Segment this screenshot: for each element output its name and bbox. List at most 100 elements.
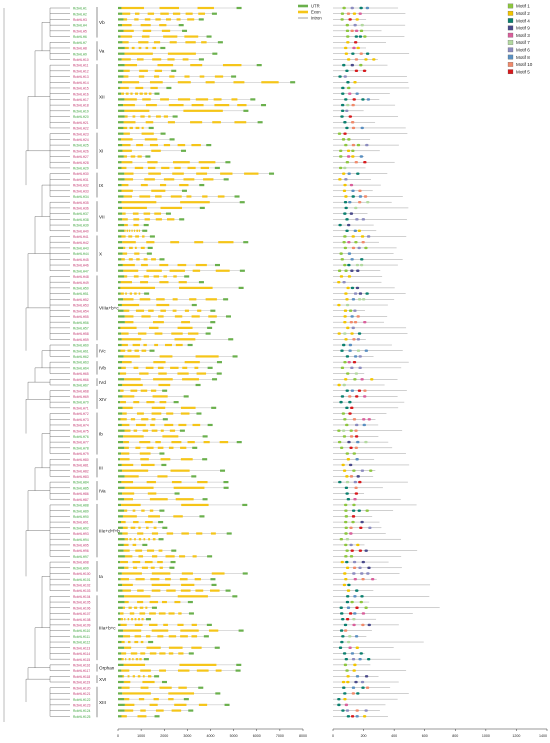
exon-block	[124, 315, 134, 318]
motif-mark	[339, 275, 344, 278]
exon-block	[137, 332, 147, 335]
utr-block	[118, 218, 123, 221]
exon-block	[123, 298, 134, 301]
exon-block	[151, 532, 159, 535]
motif-mark	[337, 697, 341, 701]
motif-mark	[354, 69, 359, 73]
exon-block	[123, 29, 134, 32]
utr-block	[118, 480, 122, 484]
exon-block	[122, 361, 132, 364]
axis-tick-label: 400	[391, 734, 397, 738]
axis-tick-label: 7000	[276, 734, 284, 738]
motif-mark	[356, 46, 360, 50]
clade-label: IVd	[99, 380, 106, 385]
utr-block	[118, 640, 122, 644]
utr-block	[118, 680, 124, 684]
motif-mark	[356, 143, 361, 147]
exon-block	[135, 446, 141, 449]
motif-mark	[337, 383, 341, 387]
exon-block	[160, 98, 169, 101]
exon-block	[125, 658, 127, 661]
utr-block	[172, 115, 178, 118]
exon-block	[172, 161, 190, 164]
exon-block	[148, 92, 152, 95]
exon-block	[123, 663, 146, 666]
exon-block	[131, 229, 133, 232]
motif-mark	[338, 646, 343, 649]
motif-mark	[340, 560, 344, 564]
motif-mark	[365, 292, 369, 295]
exon-block	[187, 18, 195, 21]
utr-block	[154, 675, 160, 678]
exon-block	[139, 658, 142, 661]
exon-block	[142, 429, 149, 432]
exon-block	[139, 298, 151, 301]
exon-block	[145, 104, 157, 107]
legend-label: Intron	[311, 16, 322, 21]
exon-block	[137, 155, 142, 158]
clade-label: IIIe+d+f+b	[99, 528, 120, 533]
utr-block	[118, 486, 125, 489]
gene-label: RcbHLH70	[73, 401, 89, 405]
motif-mark	[341, 412, 346, 415]
exon-block	[181, 572, 193, 575]
motif-mark	[345, 566, 350, 569]
utr-block	[195, 383, 201, 387]
exon-block	[131, 618, 134, 621]
clade-label: III	[99, 466, 103, 471]
exon-block	[143, 275, 149, 278]
exon-block	[197, 309, 202, 312]
motif-mark	[352, 452, 356, 455]
utr-block	[202, 498, 208, 501]
motif-mark	[366, 235, 371, 238]
axis-tick-label: 800	[452, 734, 458, 738]
motif-mark	[344, 657, 349, 661]
motif-mark	[342, 435, 347, 438]
exon-block	[138, 41, 149, 44]
utr-block	[118, 709, 125, 712]
gene-label: RcbHLH71	[73, 406, 89, 410]
utr-block	[162, 389, 168, 392]
gene-label: RcbHLH112	[73, 641, 90, 645]
gene-label: RcbHLH66	[73, 378, 89, 382]
exon-block	[144, 178, 155, 181]
motif-mark	[345, 549, 349, 552]
exon-block	[165, 555, 175, 558]
motif-mark	[355, 92, 359, 95]
utr-block	[145, 155, 151, 158]
motif-mark	[353, 41, 358, 44]
exon-block	[179, 286, 213, 289]
motif-mark	[365, 52, 370, 55]
axis-tick-label: 1000	[482, 734, 490, 738]
exon-block	[133, 229, 136, 232]
gene-label: RcbHLH35	[73, 201, 89, 205]
motif-mark	[345, 29, 350, 33]
gene-label: RcbHLH40	[73, 229, 89, 233]
gene-label: RcbHLH46	[73, 264, 89, 268]
exon-block	[182, 366, 188, 369]
exon-block	[141, 566, 148, 569]
motif-mark	[351, 246, 356, 250]
exon-block	[146, 446, 154, 449]
gene-label: RcbHLH2	[73, 12, 87, 16]
exon-block	[136, 412, 144, 415]
exon-block	[127, 675, 130, 678]
exon-block	[125, 92, 129, 95]
utr-block	[192, 446, 198, 449]
exon-block	[149, 612, 156, 615]
exon-block	[222, 64, 242, 67]
utr-block	[169, 138, 175, 141]
utr-block	[118, 212, 123, 215]
motif-mark	[370, 378, 374, 381]
exon-block	[155, 709, 164, 712]
utr-block	[118, 423, 122, 427]
motif-mark	[344, 509, 348, 512]
exon-block	[177, 98, 191, 101]
motif-mark	[340, 366, 345, 370]
motif-mark	[362, 423, 366, 427]
motif-mark	[346, 326, 350, 330]
utr-block	[171, 549, 177, 552]
motif-mark	[338, 178, 342, 181]
exon-block	[121, 480, 134, 484]
clade-label: Ia	[99, 574, 103, 579]
